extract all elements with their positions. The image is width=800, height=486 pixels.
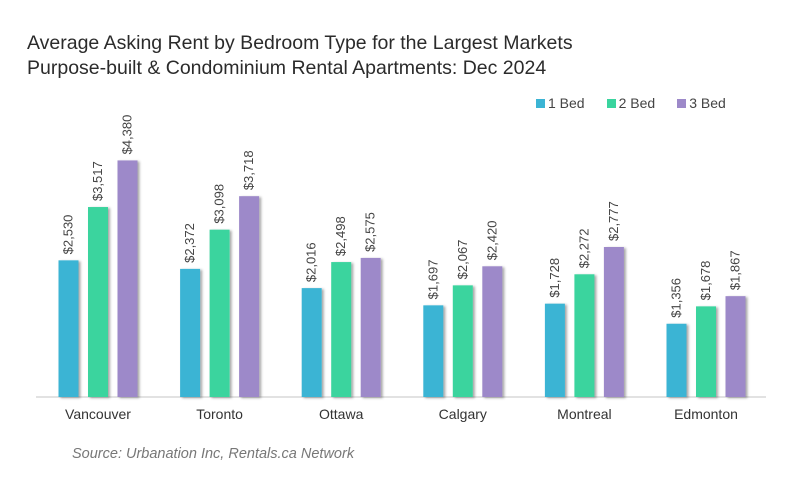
bar-2-bed-vancouver <box>88 207 108 397</box>
bar-3-bed-montreal <box>603 247 624 397</box>
data-label: $1,867 <box>728 250 743 290</box>
legend: 1 Bed 2 Bed 3 Bed <box>536 95 726 111</box>
legend-item-3-bed: 3 Bed <box>677 95 726 111</box>
data-label: $1,678 <box>698 261 713 301</box>
data-label: $2,016 <box>304 242 319 282</box>
data-label: $3,517 <box>90 161 105 201</box>
bar-1-bed-toronto <box>180 268 201 397</box>
legend-item-1-bed: 1 Bed <box>536 95 585 111</box>
data-label: $3,718 <box>241 150 256 190</box>
data-label: $2,420 <box>484 221 499 261</box>
bar-2-bed-montreal <box>574 274 595 397</box>
bar-3-bed-toronto <box>239 196 260 397</box>
data-label: $1,356 <box>669 278 684 318</box>
bar-1-bed-montreal <box>544 303 565 397</box>
bar-2-bed-calgary <box>452 285 473 397</box>
bar-2-bed-ottawa <box>331 262 352 397</box>
bar-1-bed-ottawa <box>301 288 322 397</box>
bar-3-bed-vancouver <box>117 160 138 397</box>
x-tick-label: Edmonton <box>674 406 738 422</box>
x-tick-label: Vancouver <box>65 406 131 422</box>
data-label: $2,575 <box>363 212 378 252</box>
x-tick-label: Toronto <box>196 406 243 422</box>
legend-swatch <box>677 98 687 108</box>
data-label: $2,777 <box>606 201 621 241</box>
x-tick-label: Calgary <box>439 406 487 422</box>
data-label: $2,530 <box>61 215 76 255</box>
bar-3-bed-edmonton <box>725 296 746 397</box>
source-note: Source: Urbanation Inc, Rentals.ca Netwo… <box>72 446 355 462</box>
data-label: $1,697 <box>425 260 440 300</box>
legend-swatch <box>536 98 545 108</box>
bar-2-bed-toronto <box>209 229 230 397</box>
chart-subtitle: Purpose-built & Condominium Rental Apart… <box>27 57 547 79</box>
legend-label: 1 Bed <box>548 95 585 111</box>
legend-item-2-bed: 2 Bed <box>606 95 656 111</box>
bar-3-bed-ottawa <box>360 257 381 397</box>
data-label: $2,272 <box>576 229 591 269</box>
bar-1-bed-calgary <box>423 305 444 397</box>
legend-label: 2 Bed <box>618 95 656 111</box>
legend-swatch <box>606 98 616 108</box>
bar-3-bed-calgary <box>482 266 503 397</box>
data-label: $1,728 <box>547 258 562 298</box>
chart-title: Average Asking Rent by Bedroom Type for … <box>27 32 573 54</box>
legend-label: 3 Bed <box>689 95 726 111</box>
data-label: $2,067 <box>455 240 470 280</box>
x-tick-label: Ottawa <box>319 406 364 422</box>
bar-1-bed-vancouver <box>58 260 79 397</box>
data-label: $2,372 <box>182 223 197 263</box>
bar-2-bed-edmonton <box>696 306 716 397</box>
data-label: $3,098 <box>212 184 227 224</box>
data-label: $4,380 <box>120 115 135 155</box>
data-label: $2,498 <box>333 216 348 256</box>
x-tick-label: Montreal <box>557 406 611 422</box>
bar-1-bed-edmonton <box>666 323 687 397</box>
